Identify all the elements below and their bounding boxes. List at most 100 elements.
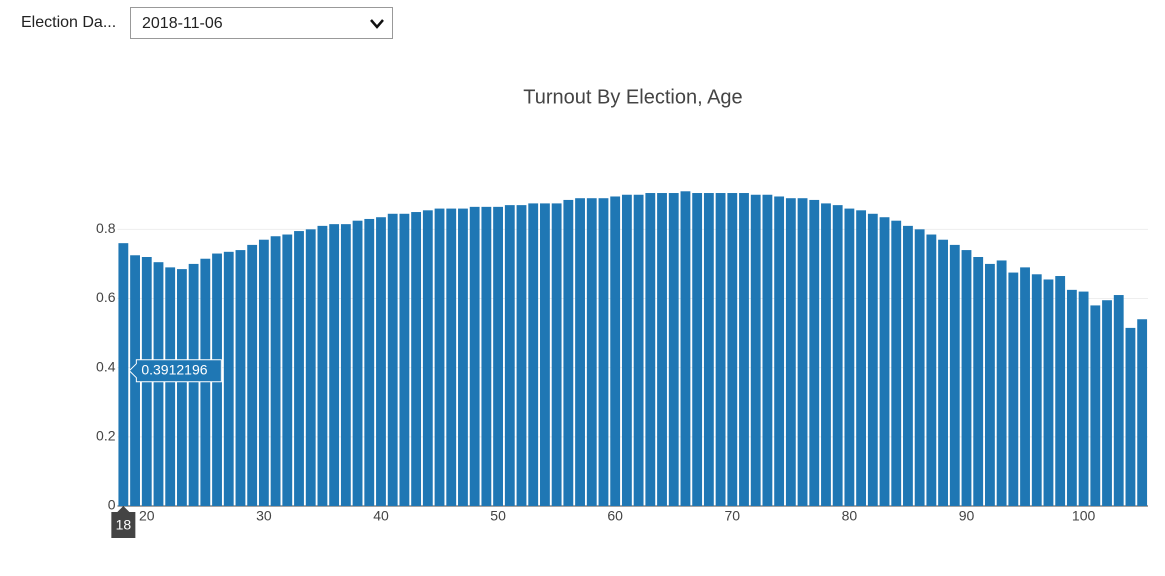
chart-title: Turnout By Election, Age <box>523 86 742 108</box>
y-tick-label: 0.6 <box>96 289 116 305</box>
bar <box>282 234 293 507</box>
bar <box>821 203 831 507</box>
bar <box>376 217 386 506</box>
bar <box>1125 327 1136 506</box>
bar <box>680 191 691 506</box>
bar <box>411 212 422 506</box>
bar <box>563 199 574 506</box>
bar <box>610 196 621 506</box>
x-tick-label: 20 <box>139 508 155 524</box>
bar <box>551 203 562 507</box>
bar <box>422 210 433 506</box>
election-date-dropdown[interactable]: 2018-11-06 <box>130 7 393 39</box>
bar <box>387 213 398 507</box>
bar <box>774 196 785 506</box>
bar <box>797 198 808 507</box>
bar <box>598 198 609 507</box>
x-tick-label: 60 <box>607 508 623 524</box>
bar <box>891 220 902 506</box>
bar <box>540 203 550 507</box>
bar <box>1113 295 1124 506</box>
bar <box>703 193 714 507</box>
bar <box>329 224 340 507</box>
bar <box>481 206 492 506</box>
bar <box>130 255 140 506</box>
bar <box>294 231 304 506</box>
bar <box>984 263 995 506</box>
bar <box>575 198 585 507</box>
bar <box>762 194 773 506</box>
bar <box>586 198 597 507</box>
bar <box>469 206 480 506</box>
bar <box>739 193 749 507</box>
x-tick-label: 30 <box>256 508 272 524</box>
hover-box <box>128 359 222 383</box>
bar <box>903 225 913 506</box>
bar <box>458 208 468 507</box>
bar <box>235 250 246 506</box>
bar <box>657 193 667 507</box>
x-tick-label: 90 <box>959 508 975 524</box>
bar <box>153 262 164 506</box>
x-tick-label: 70 <box>724 508 740 524</box>
x-tick-label: 100 <box>1072 508 1096 524</box>
bar <box>785 198 796 507</box>
bar <box>528 203 539 507</box>
bar <box>727 193 738 507</box>
y-tick-label: 0.8 <box>96 220 116 236</box>
bar <box>504 205 515 506</box>
bar <box>832 205 843 506</box>
bar <box>1102 300 1112 506</box>
x-tick-label: 80 <box>842 508 858 524</box>
bar <box>516 205 527 506</box>
bar <box>668 193 679 507</box>
bar <box>1066 289 1077 506</box>
control-label: Election Da... <box>21 14 117 31</box>
bar <box>165 267 176 506</box>
bar <box>364 218 375 507</box>
bar <box>1043 279 1054 506</box>
bar <box>809 199 820 506</box>
bar <box>200 258 211 506</box>
bar <box>750 194 761 506</box>
bar <box>621 194 632 506</box>
bar <box>645 193 656 507</box>
bar <box>352 220 363 506</box>
chevron <box>370 19 384 29</box>
hover-x-label: 18 <box>116 517 132 533</box>
bar <box>340 224 351 507</box>
x-tick-label: 50 <box>490 508 506 524</box>
bar <box>434 208 445 507</box>
hover-value: 0.3912196 <box>141 361 207 377</box>
bar <box>996 260 1007 506</box>
bar <box>879 217 890 506</box>
bar <box>399 213 410 507</box>
bar <box>1090 305 1101 506</box>
y-tick-label: 0.4 <box>96 358 116 374</box>
bar <box>867 213 878 507</box>
bar <box>223 251 234 506</box>
bar <box>715 193 726 507</box>
bar <box>247 244 258 507</box>
bar <box>1055 276 1066 506</box>
x-tick-label: 40 <box>373 508 389 524</box>
bar <box>961 250 972 506</box>
bar <box>1008 272 1019 506</box>
bar <box>1031 274 1042 506</box>
bar <box>493 206 504 506</box>
bar <box>856 210 867 506</box>
bar <box>633 194 644 506</box>
bar <box>1078 291 1089 506</box>
bar <box>270 236 281 506</box>
bar <box>317 225 328 506</box>
hover-x-box <box>111 506 136 538</box>
bar <box>1137 319 1148 506</box>
bar <box>118 243 129 506</box>
dropdown-value: 2018-11-06 <box>142 15 223 32</box>
bar <box>446 208 457 507</box>
bar <box>188 263 199 506</box>
bar <box>1020 267 1030 506</box>
bar <box>844 208 855 507</box>
bar <box>176 269 187 506</box>
